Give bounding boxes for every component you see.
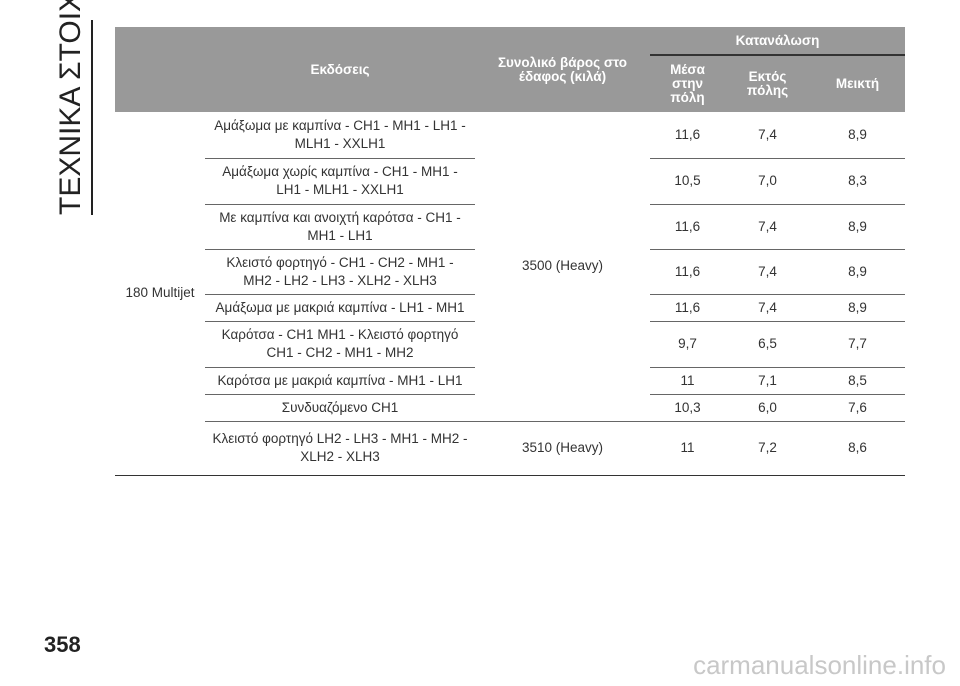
header-cell: Μέσα στην πόλη — [650, 55, 725, 112]
value-cell: 8,9 — [810, 204, 905, 250]
section-rule — [91, 20, 93, 215]
value-cell: 7,6 — [810, 394, 905, 422]
weight-cell: 3510 (Heavy) — [475, 421, 650, 476]
value-cell: 7,4 — [725, 204, 810, 250]
header-cell: Εκδόσεις — [205, 27, 475, 112]
model-cell: 180 Multijet — [115, 112, 205, 476]
version-cell: Αμάξωμα με καμπίνα - CH1 - MH1 - LH1 - M… — [205, 112, 475, 159]
value-cell: 9,7 — [650, 321, 725, 368]
value-cell: 7,7 — [810, 321, 905, 368]
version-cell: Κλειστό φορτηγό - CH1 - CH2 - MH1 - MH2 … — [205, 249, 475, 295]
header-cell: Μεικτή — [810, 55, 905, 112]
version-cell: Αμάξωμα με μακριά καμπίνα - LH1 - MH1 — [205, 294, 475, 322]
version-cell: Καρότσα με μακριά καμπίνα - MH1 - LH1 — [205, 367, 475, 395]
header-cell — [115, 27, 205, 112]
table-row: Αμάξωμα χωρίς καμπίνα - CH1 - MH1 - LH1 … — [115, 158, 905, 205]
value-cell: 7,4 — [725, 112, 810, 159]
watermark: carmanualsonline.info — [693, 650, 946, 680]
value-cell: 8,6 — [810, 421, 905, 476]
version-cell: Κλειστό φορτηγό LH2 - LH3 - MH1 - MH2 - … — [205, 421, 475, 476]
page-number: 358 — [44, 632, 81, 657]
value-cell: 11,6 — [650, 112, 725, 159]
value-cell: 6,5 — [725, 321, 810, 368]
value-cell: 8,9 — [810, 112, 905, 159]
table-row: Καρότσα με μακριά καμπίνα - MH1 - LH1 11 7… — [115, 367, 905, 395]
value-cell: 10,3 — [650, 394, 725, 422]
value-cell: 11 — [650, 367, 725, 395]
value-cell: 11 — [650, 421, 725, 476]
table-row: Συνδυαζόμενο CH1 10,3 6,0 7,6 — [115, 394, 905, 422]
value-cell: 6,0 — [725, 394, 810, 422]
value-cell: 8,3 — [810, 158, 905, 205]
version-cell: Αμάξωμα χωρίς καμπίνα - CH1 - MH1 - LH1 … — [205, 158, 475, 205]
value-cell: 8,9 — [810, 294, 905, 322]
header-cell: Κατανάλωση — [650, 27, 905, 56]
value-cell: 11,6 — [650, 204, 725, 250]
value-cell: 11,6 — [650, 249, 725, 295]
header-cell: Εκτός πόλης — [725, 55, 810, 112]
header-cell: Συνολικό βάρος στο έδαφος (κιλά) — [475, 27, 650, 112]
value-cell: 7,1 — [725, 367, 810, 395]
value-cell: 8,5 — [810, 367, 905, 395]
table-row: Καρότσα - CH1 MH1 - Κλειστό φορτηγό CH1 … — [115, 321, 905, 368]
table-row: Αμάξωμα με μακριά καμπίνα - LH1 - MH1 11,… — [115, 294, 905, 322]
table-row: Κλειστό φορτηγό LH2 - LH3 - MH1 - MH2 - … — [115, 421, 905, 476]
section-title: ΤΕΧΝΙΚΑ ΣΤΟΙΧΕΙΑ — [54, 0, 87, 215]
weight-cell: 3500 (Heavy) — [475, 112, 650, 422]
version-cell: Καρότσα - CH1 MH1 - Κλειστό φορτηγό CH1 … — [205, 321, 475, 368]
table-row: Κλειστό φορτηγό - CH1 - CH2 - MH1 - MH2 … — [115, 249, 905, 295]
value-cell: 7,4 — [725, 294, 810, 322]
value-cell: 11,6 — [650, 294, 725, 322]
table-row: 180 Multijet Αμάξωμα με καμπίνα - CH1 - M… — [115, 112, 905, 476]
value-cell: 10,5 — [650, 158, 725, 205]
consumption-table: Εκδόσεις Συνολικό βάρος στο έδαφος (κιλά… — [115, 27, 905, 476]
table-row: Με καμπίνα και ανοιχτή καρότσα - CH1 - M… — [115, 204, 905, 250]
value-cell: 7,4 — [725, 249, 810, 295]
value-cell: 7,2 — [725, 421, 810, 476]
version-cell: Συνδυαζόμενο CH1 — [205, 394, 475, 422]
version-cell: Με καμπίνα και ανοιχτή καρότσα - CH1 - M… — [205, 204, 475, 250]
value-cell: 8,9 — [810, 249, 905, 295]
value-cell: 7,0 — [725, 158, 810, 205]
